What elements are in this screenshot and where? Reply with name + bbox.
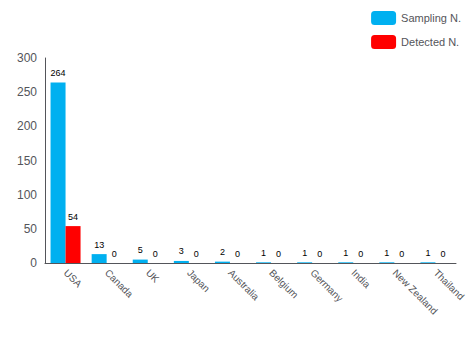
svg-text:50: 50 bbox=[24, 222, 38, 236]
svg-text:1: 1 bbox=[384, 248, 389, 258]
svg-text:13: 13 bbox=[94, 240, 104, 250]
svg-text:0: 0 bbox=[112, 249, 117, 259]
svg-text:1: 1 bbox=[261, 248, 266, 258]
svg-text:5: 5 bbox=[138, 245, 143, 255]
svg-text:0: 0 bbox=[194, 249, 199, 259]
svg-text:250: 250 bbox=[17, 85, 37, 99]
svg-text:0: 0 bbox=[317, 249, 322, 259]
svg-text:India: India bbox=[349, 267, 372, 290]
svg-text:Thailand: Thailand bbox=[432, 267, 467, 302]
svg-text:0: 0 bbox=[153, 249, 158, 259]
svg-text:2: 2 bbox=[220, 247, 225, 257]
svg-text:0: 0 bbox=[399, 249, 404, 259]
svg-text:0: 0 bbox=[276, 249, 281, 259]
svg-text:Detected N.: Detected N. bbox=[401, 36, 459, 48]
svg-text:0: 0 bbox=[235, 249, 240, 259]
svg-text:150: 150 bbox=[17, 154, 37, 168]
svg-text:Belgium: Belgium bbox=[267, 267, 300, 300]
svg-text:0: 0 bbox=[358, 249, 363, 259]
svg-text:0: 0 bbox=[30, 256, 37, 270]
svg-text:UK: UK bbox=[144, 267, 162, 285]
svg-text:200: 200 bbox=[17, 119, 37, 133]
svg-text:Sampling N.: Sampling N. bbox=[401, 12, 461, 24]
svg-text:Germany: Germany bbox=[308, 267, 345, 304]
svg-text:Japan: Japan bbox=[185, 267, 212, 294]
svg-text:3: 3 bbox=[179, 246, 184, 256]
svg-text:100: 100 bbox=[17, 188, 37, 202]
svg-text:USA: USA bbox=[62, 267, 85, 290]
svg-text:1: 1 bbox=[425, 248, 430, 258]
svg-text:1: 1 bbox=[302, 248, 307, 258]
svg-text:Canada: Canada bbox=[103, 267, 136, 300]
svg-text:264: 264 bbox=[51, 68, 66, 78]
svg-text:Australia: Australia bbox=[226, 267, 262, 303]
svg-text:New Zealand: New Zealand bbox=[390, 267, 440, 317]
svg-text:300: 300 bbox=[17, 51, 37, 65]
svg-text:1: 1 bbox=[343, 248, 348, 258]
svg-text:0: 0 bbox=[440, 249, 445, 259]
svg-text:54: 54 bbox=[68, 212, 78, 222]
